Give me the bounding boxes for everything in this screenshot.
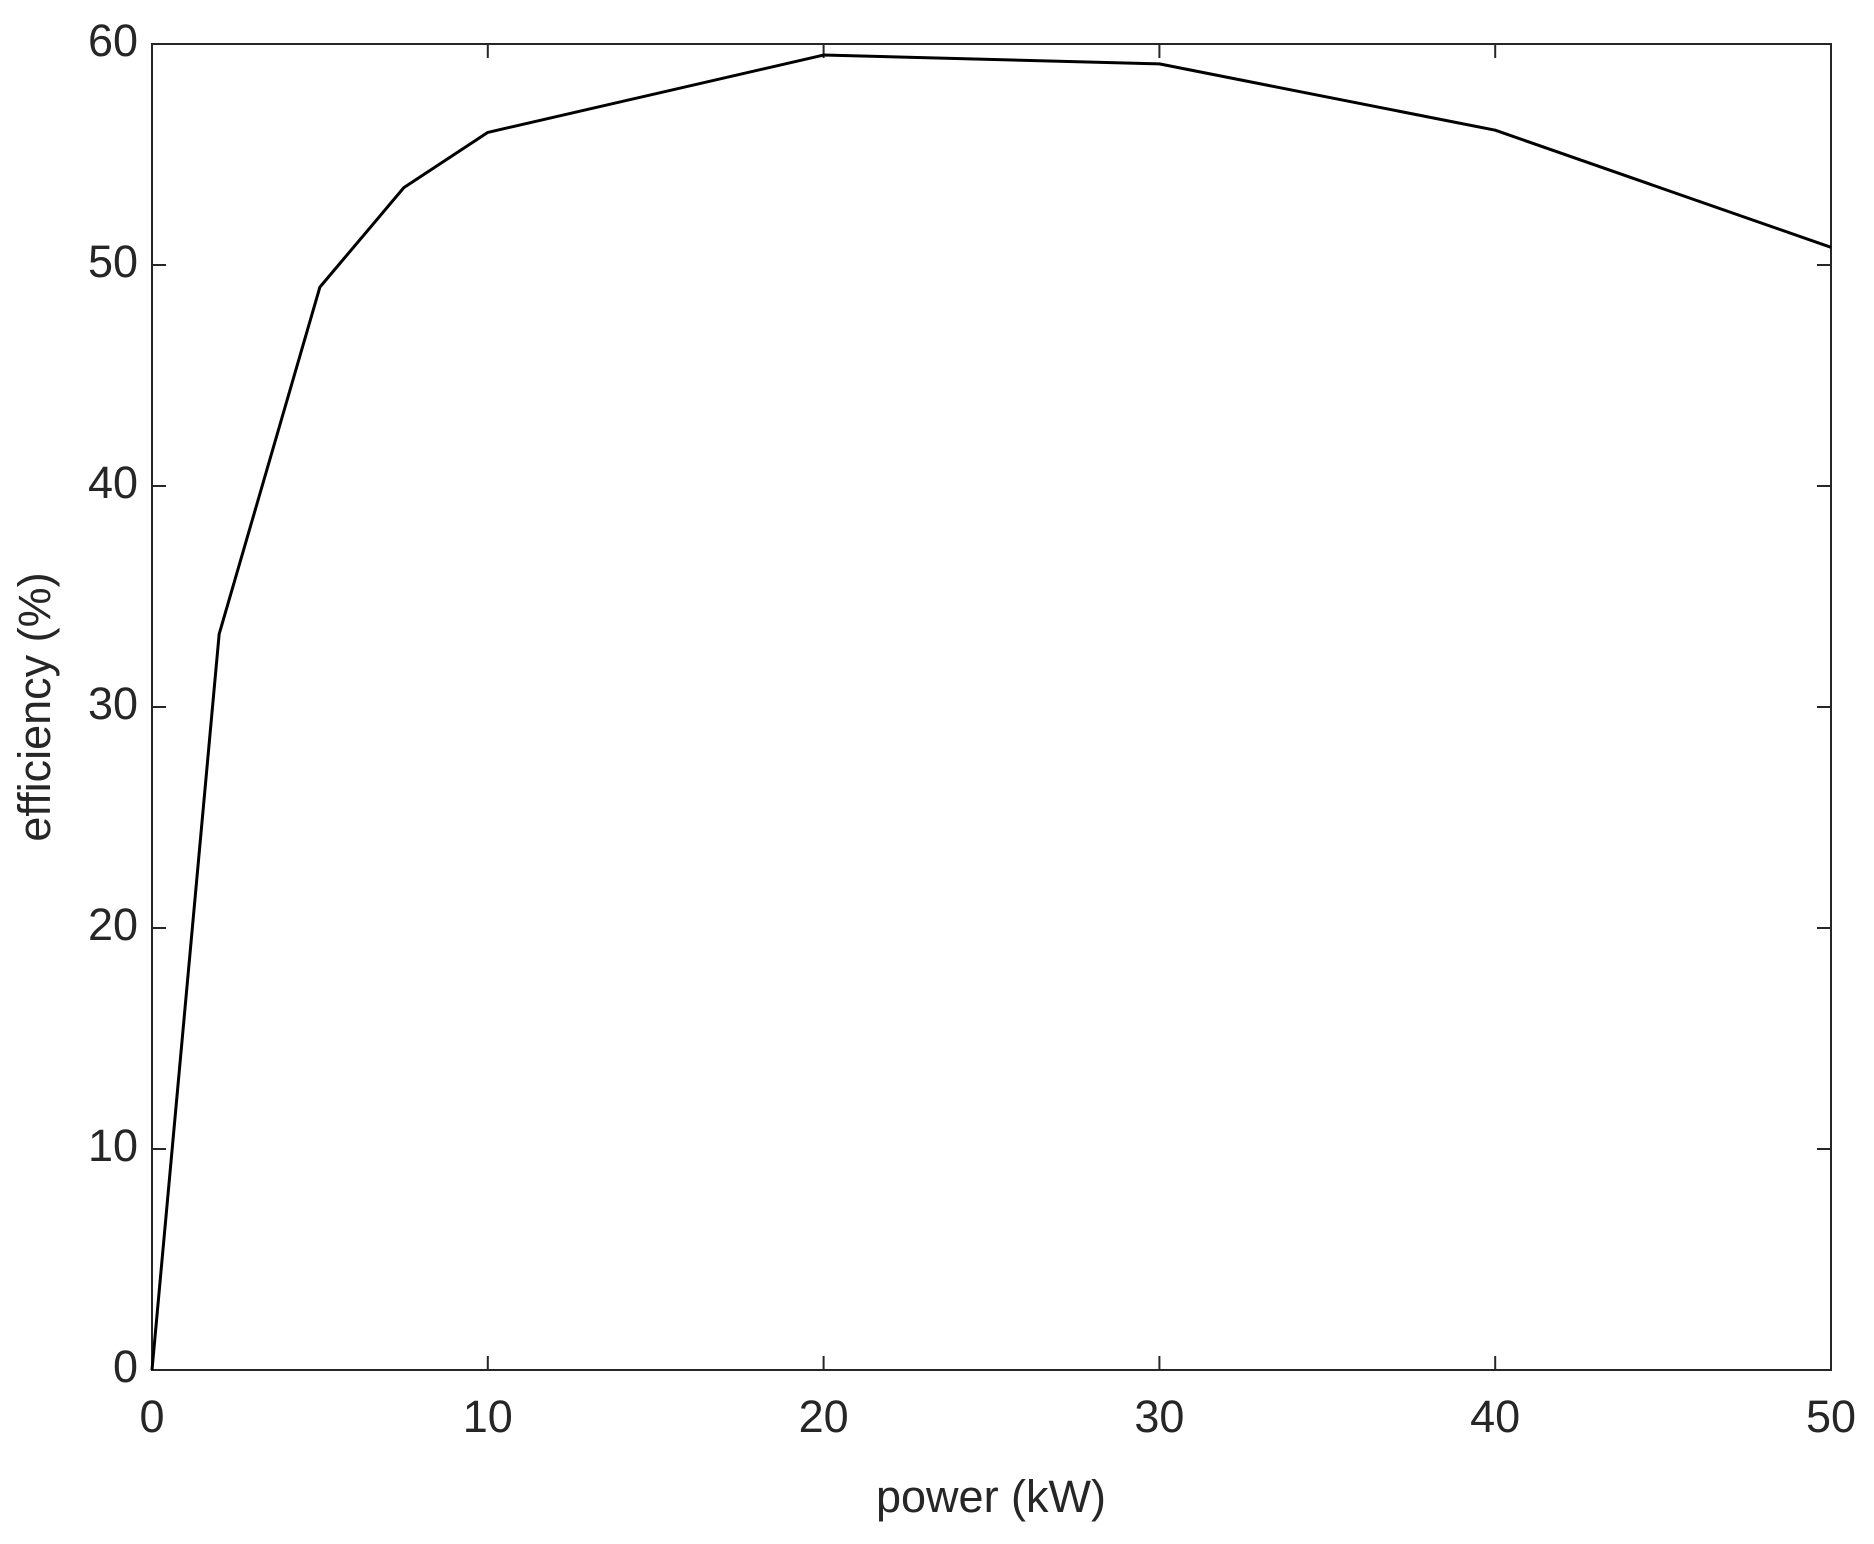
x-tick-label: 40 xyxy=(1470,1391,1520,1442)
x-tick-label: 10 xyxy=(463,1391,513,1442)
y-tick-label: 40 xyxy=(88,457,138,508)
y-axis-label: efficiency (%) xyxy=(9,572,60,841)
x-tick-label: 50 xyxy=(1806,1391,1856,1442)
y-tick-label: 0 xyxy=(113,1341,138,1392)
y-tick-label: 30 xyxy=(88,678,138,729)
x-tick-label: 20 xyxy=(799,1391,849,1442)
x-tick-label: 30 xyxy=(1134,1391,1184,1442)
y-tick-label: 60 xyxy=(88,15,138,66)
y-tick-label: 50 xyxy=(88,236,138,287)
y-tick-label: 20 xyxy=(88,899,138,950)
data-line xyxy=(150,53,1832,1371)
x-axis-label: power (kW) xyxy=(876,1471,1106,1522)
x-tick-label: 0 xyxy=(139,1391,164,1442)
y-tick-label: 10 xyxy=(88,1120,138,1171)
